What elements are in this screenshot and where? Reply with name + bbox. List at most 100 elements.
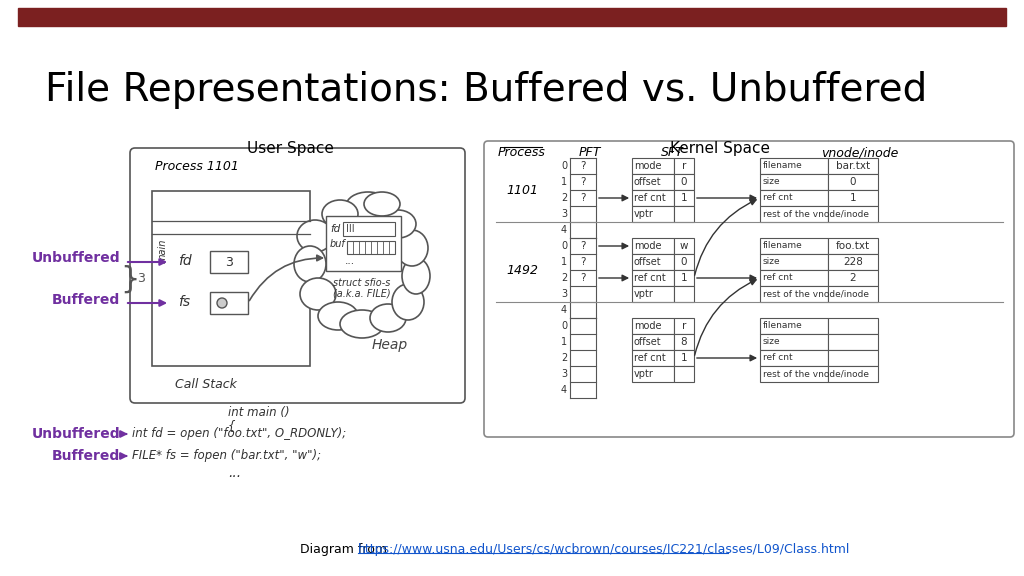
Bar (674, 158, 694, 174)
Text: Buffered: Buffered (52, 293, 120, 307)
Text: ?: ? (581, 273, 586, 283)
Bar (760, 190, 828, 206)
Text: {: { (228, 419, 236, 432)
Bar (632, 350, 674, 366)
Ellipse shape (297, 220, 333, 252)
Text: Unbuffered: Unbuffered (32, 427, 120, 441)
Ellipse shape (346, 192, 390, 220)
Text: 0: 0 (850, 177, 856, 187)
Text: offset: offset (634, 337, 662, 347)
Text: Buffered: Buffered (52, 449, 120, 463)
Bar (760, 318, 828, 334)
Bar (632, 254, 674, 270)
Bar (674, 174, 694, 190)
Text: III: III (346, 224, 354, 234)
Bar (828, 254, 878, 270)
Text: 2: 2 (561, 353, 567, 363)
Bar (760, 206, 828, 222)
Text: Process: Process (498, 146, 546, 159)
Text: FILE* fs = fopen ("bar.txt", "w");: FILE* fs = fopen ("bar.txt", "w"); (132, 449, 322, 463)
Text: ?: ? (581, 193, 586, 203)
Text: Heap: Heap (372, 338, 408, 352)
Text: w: w (680, 241, 688, 251)
Bar (828, 350, 878, 366)
Bar (152, 191, 310, 366)
Ellipse shape (318, 302, 358, 330)
Bar (210, 292, 248, 314)
Text: (a.k.a. FILE): (a.k.a. FILE) (333, 288, 391, 298)
Text: ?: ? (581, 177, 586, 187)
Bar (674, 366, 694, 382)
Text: int main (): int main () (228, 406, 290, 419)
Text: 1: 1 (681, 193, 687, 203)
Bar (828, 158, 878, 174)
Ellipse shape (294, 246, 326, 282)
Text: 1492: 1492 (506, 263, 538, 276)
Text: ref cnt: ref cnt (763, 194, 793, 203)
Text: ...: ... (228, 466, 241, 480)
Text: ...: ... (345, 256, 355, 266)
Text: mode: mode (634, 161, 662, 171)
Text: 2: 2 (850, 273, 856, 283)
Bar (632, 270, 674, 286)
FancyBboxPatch shape (484, 141, 1014, 437)
Ellipse shape (370, 304, 406, 332)
Text: 3: 3 (225, 256, 232, 268)
Bar (347, 241, 395, 254)
Bar (760, 270, 828, 286)
Ellipse shape (396, 230, 428, 266)
Bar (674, 270, 694, 286)
Text: File Representations: Buffered vs. Unbuffered: File Representations: Buffered vs. Unbuf… (45, 71, 928, 109)
Bar (828, 366, 878, 382)
Bar (632, 206, 674, 222)
Bar (828, 334, 878, 350)
Text: Diagram from: Diagram from (300, 543, 391, 555)
Text: vptr: vptr (634, 289, 654, 299)
Text: r: r (682, 321, 686, 331)
Bar (674, 286, 694, 302)
Text: ?: ? (581, 241, 586, 251)
Ellipse shape (300, 278, 336, 310)
Circle shape (217, 298, 227, 308)
Bar (828, 270, 878, 286)
Text: Kernel Space: Kernel Space (670, 141, 770, 156)
Text: ref cnt: ref cnt (634, 273, 666, 283)
Ellipse shape (364, 192, 400, 216)
Text: 2: 2 (561, 273, 567, 283)
Text: 1: 1 (561, 177, 567, 187)
Text: 228: 228 (843, 257, 863, 267)
Text: ?: ? (581, 257, 586, 267)
Text: size: size (763, 177, 780, 187)
Bar (828, 238, 878, 254)
Text: r: r (682, 161, 686, 171)
Text: ref cnt: ref cnt (634, 353, 666, 363)
Ellipse shape (322, 200, 358, 228)
Text: mode: mode (634, 241, 662, 251)
Text: 1: 1 (681, 273, 687, 283)
Bar (760, 174, 828, 190)
Text: 8: 8 (681, 337, 687, 347)
Text: offset: offset (634, 257, 662, 267)
Text: size: size (763, 257, 780, 267)
Text: struct sfio-s: struct sfio-s (334, 278, 391, 288)
Text: filename: filename (763, 241, 803, 251)
Bar (828, 174, 878, 190)
Bar (674, 334, 694, 350)
Text: 1: 1 (681, 353, 687, 363)
Text: vnode/inode: vnode/inode (821, 146, 899, 159)
Text: vptr: vptr (634, 209, 654, 219)
Text: mode: mode (634, 321, 662, 331)
Text: 3: 3 (137, 272, 144, 286)
Text: ref cnt: ref cnt (763, 354, 793, 362)
Text: SFT: SFT (660, 146, 683, 159)
Bar (760, 366, 828, 382)
Text: User Space: User Space (247, 141, 334, 156)
Bar (632, 334, 674, 350)
Bar (828, 286, 878, 302)
Bar (674, 350, 694, 366)
Text: size: size (763, 338, 780, 347)
Bar (760, 254, 828, 270)
Bar (632, 158, 674, 174)
Text: foo.txt: foo.txt (836, 241, 870, 251)
Text: 1101: 1101 (506, 184, 538, 196)
